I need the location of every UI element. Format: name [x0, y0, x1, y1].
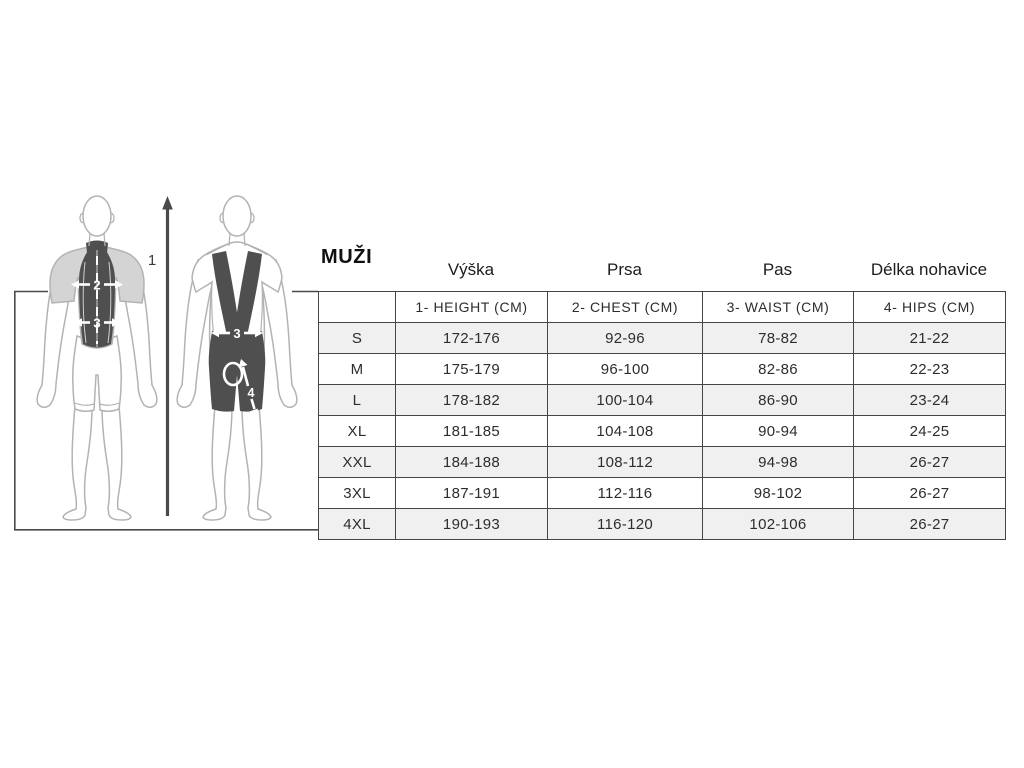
value-cell: 98-102 — [702, 477, 854, 509]
page-title: MUŽI — [321, 246, 373, 268]
column-labels-spacer — [318, 260, 395, 280]
measurement-figures: 1 — [14, 195, 318, 531]
size-cell: M — [318, 353, 396, 385]
waist-marker-label: 3 — [93, 316, 100, 331]
value-cell: 175-179 — [395, 353, 548, 385]
table-row: L 178-182 100-104 86-90 23-24 — [318, 384, 1006, 416]
value-cell: 172-176 — [395, 322, 548, 354]
column-label-hips: Délka nohavice — [870, 260, 988, 279]
height-marker-label: 1 — [148, 252, 156, 269]
bib-torso-lines — [205, 242, 269, 341]
value-cell: 26-27 — [853, 508, 1006, 540]
bib-measure-marks: 3 4 — [211, 326, 263, 417]
chest-marker-label: 2 — [93, 278, 100, 293]
value-cell: 181-185 — [395, 415, 548, 447]
value-cell: 108-112 — [547, 446, 703, 478]
value-cell: 26-27 — [853, 446, 1006, 478]
size-cell: 4XL — [318, 508, 396, 540]
jersey-measure-marks: 2 3 — [71, 256, 123, 344]
header-size — [318, 291, 396, 323]
figure-head — [79, 195, 115, 247]
figure-frame — [14, 290, 318, 531]
size-cell: XXL — [318, 446, 396, 478]
size-cell: 3XL — [318, 477, 396, 509]
bib-figure: 3 4 — [176, 195, 298, 521]
column-label-height: Výška — [447, 260, 495, 279]
table-row: XL 181-185 104-108 90-94 24-25 — [318, 415, 1006, 447]
value-cell: 104-108 — [547, 415, 703, 447]
value-cell: 112-116 — [547, 477, 703, 509]
column-label-waist: Pas — [762, 260, 793, 279]
table-row: 3XL 187-191 112-116 98-102 26-27 — [318, 477, 1006, 509]
size-cell: L — [318, 384, 396, 416]
size-cell: XL — [318, 415, 396, 447]
value-cell: 82-86 — [702, 353, 854, 385]
size-table: 1- HEIGHT (CM) 2- CHEST (CM) 3- WAIST (C… — [318, 291, 1006, 540]
table-row: 4XL 190-193 116-120 102-106 26-27 — [318, 508, 1006, 540]
value-cell: 96-100 — [547, 353, 703, 385]
value-cell: 21-22 — [853, 322, 1006, 354]
bib-straps — [212, 251, 262, 336]
column-labels: Výška Prsa Pas Délka nohavice — [318, 260, 1005, 280]
header-chest: 2- CHEST (CM) — [547, 291, 703, 323]
value-cell: 24-25 — [853, 415, 1006, 447]
table-header-row: 1- HEIGHT (CM) 2- CHEST (CM) 3- WAIST (C… — [318, 291, 1006, 323]
value-cell: 187-191 — [395, 477, 548, 509]
value-cell: 92-96 — [547, 322, 703, 354]
value-cell: 78-82 — [702, 322, 854, 354]
value-cell: 102-106 — [702, 508, 854, 540]
value-cell: 23-24 — [853, 384, 1006, 416]
table-row: XXL 184-188 108-112 94-98 26-27 — [318, 446, 1006, 478]
header-height: 1- HEIGHT (CM) — [395, 291, 548, 323]
height-arrow: 1 — [148, 196, 173, 516]
size-cell: S — [318, 322, 396, 354]
bib-waist-marker-label: 3 — [233, 326, 240, 341]
value-cell: 90-94 — [702, 415, 854, 447]
column-label-chest: Prsa — [607, 260, 642, 279]
inseam-marker-label: 4 — [248, 386, 255, 400]
value-cell: 22-23 — [853, 353, 1006, 385]
table-row: S 172-176 92-96 78-82 21-22 — [318, 322, 1006, 354]
bib-shorts — [208, 331, 266, 412]
value-cell: 94-98 — [702, 446, 854, 478]
value-cell: 190-193 — [395, 508, 548, 540]
value-cell: 116-120 — [547, 508, 703, 540]
value-cell: 184-188 — [395, 446, 548, 478]
figure-shorts — [72, 334, 122, 413]
jersey-collar — [86, 240, 108, 253]
value-cell: 100-104 — [547, 384, 703, 416]
value-cell: 86-90 — [702, 384, 854, 416]
value-cell: 26-27 — [853, 477, 1006, 509]
value-cell: 178-182 — [395, 384, 548, 416]
figure-legs — [62, 405, 132, 521]
header-hips: 4- HIPS (CM) — [853, 291, 1006, 323]
table-row: M 175-179 96-100 82-86 22-23 — [318, 353, 1006, 385]
header-waist: 3- WAIST (CM) — [702, 291, 854, 323]
jersey-figure: 2 3 — [36, 195, 158, 521]
